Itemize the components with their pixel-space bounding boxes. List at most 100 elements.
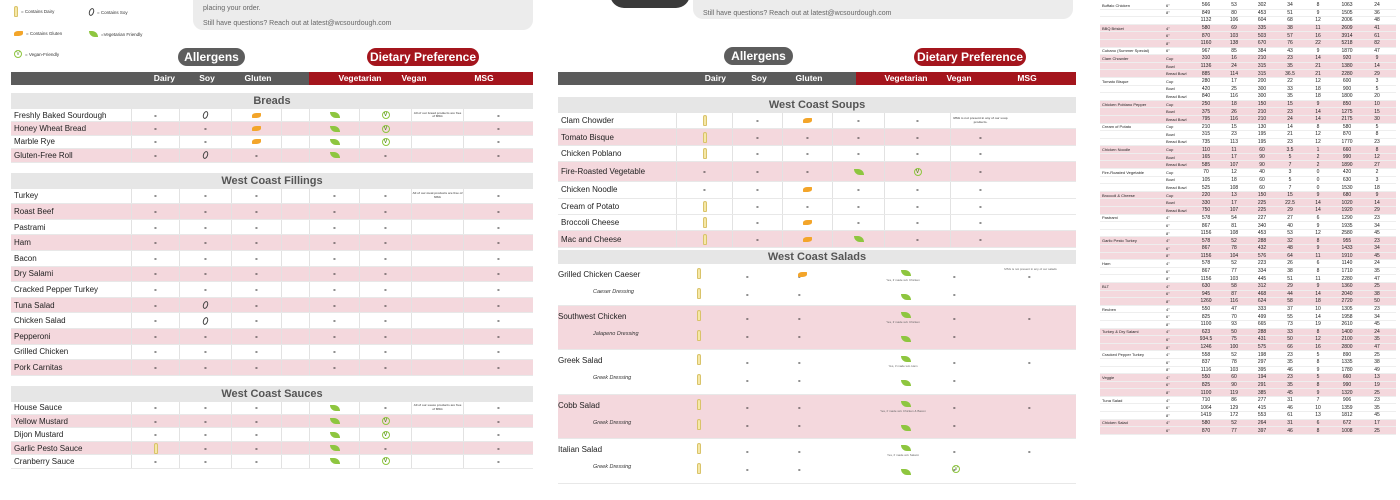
serving: 8" bbox=[1166, 390, 1170, 396]
cell bbox=[782, 231, 832, 247]
serving: 6" bbox=[1166, 336, 1170, 342]
dash: - bbox=[979, 185, 982, 195]
nutrition-value: 66 bbox=[1287, 344, 1293, 351]
nutrition-value: 81 bbox=[1231, 222, 1237, 229]
dash: - bbox=[953, 420, 956, 430]
nutrition-value: 225 bbox=[1257, 207, 1267, 214]
serving: 8" bbox=[1166, 298, 1170, 304]
nutrition-value: 0 bbox=[1316, 184, 1320, 191]
dash: - bbox=[255, 347, 258, 357]
nutrition-value: 885 bbox=[1201, 70, 1211, 77]
nutrition-value: 750 bbox=[1201, 207, 1211, 214]
nutrition-value: 906 bbox=[1342, 397, 1352, 404]
dash: - bbox=[255, 456, 258, 466]
nutrition-row: Cubano (Summer Special) 6" 967 85 384 43 9 1870… bbox=[1100, 48, 1396, 56]
nutrition-value: 45 bbox=[1374, 321, 1380, 328]
table-row: Mac and Cheese - - - bbox=[558, 231, 1076, 248]
dash: - bbox=[756, 148, 759, 158]
nutrition-value: 210 bbox=[1257, 55, 1267, 62]
nutrition-value: 23 bbox=[1374, 214, 1380, 221]
cell: - bbox=[231, 313, 281, 328]
nutrition-value: 108 bbox=[1229, 184, 1239, 191]
dash: - bbox=[953, 289, 956, 299]
dash: - bbox=[154, 430, 157, 440]
nutrition-value: 10 bbox=[1315, 404, 1321, 411]
dash: - bbox=[154, 110, 157, 120]
cell: - bbox=[832, 129, 884, 145]
nutrition-value: 17 bbox=[1374, 419, 1380, 426]
cell: - bbox=[676, 182, 732, 198]
dash: - bbox=[255, 269, 258, 279]
nutrition-value: 5 bbox=[1375, 123, 1379, 130]
nutrition-item: Ham bbox=[1102, 260, 1111, 266]
dash: - bbox=[384, 300, 387, 310]
allergens-pill: Allergens bbox=[178, 48, 245, 66]
table-row: Turkey - - - - - All of our meat products are … bbox=[11, 188, 533, 205]
nutrition-value: 37 bbox=[1287, 306, 1293, 313]
nutrition-value: 34 bbox=[1287, 2, 1293, 9]
cell: - bbox=[359, 328, 411, 344]
cell bbox=[411, 297, 463, 313]
nutrition-value: 5 bbox=[1375, 85, 1379, 92]
nutrition-value: 990 bbox=[1342, 381, 1352, 388]
dash: - bbox=[154, 284, 157, 294]
nutrition-value: 630 bbox=[1201, 283, 1211, 290]
nutrition-value: 9 bbox=[1316, 192, 1320, 199]
nutrition-value: 5 bbox=[1288, 176, 1292, 183]
cell: V bbox=[359, 122, 411, 135]
cell: - bbox=[179, 328, 231, 344]
nutrition-value: 8 bbox=[1375, 146, 1379, 153]
table-row: Broccoli Cheese - - - - bbox=[558, 214, 1076, 232]
leaf-icon bbox=[329, 431, 340, 438]
table-row: Gluten-Free Roll - - - - bbox=[11, 149, 533, 163]
cell: - bbox=[463, 328, 533, 344]
item-name: Southwest Chicken bbox=[558, 311, 627, 321]
nutrition-value: 78 bbox=[1231, 245, 1237, 252]
dash: - bbox=[1028, 358, 1031, 368]
nutrition-value: 453 bbox=[1257, 9, 1267, 16]
nutrition-value: 600 bbox=[1342, 78, 1352, 85]
nutrition-value: 660 bbox=[1342, 374, 1352, 381]
soybean-icon bbox=[201, 110, 210, 120]
soybean-icon bbox=[201, 300, 210, 310]
nutrition-value: 80 bbox=[1231, 9, 1237, 16]
cell: - bbox=[131, 282, 179, 297]
nutrition-value: 1100 bbox=[1200, 321, 1212, 328]
cell: - bbox=[231, 235, 281, 250]
cell: - bbox=[359, 149, 411, 162]
nutrition-value: 60 bbox=[1259, 176, 1265, 183]
nutrition-value: 12 bbox=[1315, 17, 1321, 24]
dash: - bbox=[255, 253, 258, 263]
nutrition-value: 1156 bbox=[1200, 230, 1212, 237]
nutrition-value: 1063 bbox=[1341, 2, 1353, 9]
dash: - bbox=[255, 416, 258, 426]
dash: - bbox=[703, 167, 706, 177]
nutrition-value: 114 bbox=[1230, 70, 1238, 77]
nutrition-row: Bread Bowl 585 107 90 7 2 1890 27 bbox=[1100, 161, 1396, 170]
nutrition-value: 735 bbox=[1201, 138, 1211, 145]
dash: - bbox=[384, 150, 387, 160]
nutrition-value: 60 bbox=[1259, 184, 1265, 191]
nutrition-value: 837 bbox=[1201, 359, 1211, 366]
nutrition-value: 195 bbox=[1257, 131, 1267, 138]
nutrition-value: 578 bbox=[1201, 237, 1211, 244]
cell bbox=[411, 415, 463, 428]
dressing-name: Jalapeno Dressing bbox=[593, 330, 639, 337]
nutrition-value: 8 bbox=[1316, 328, 1320, 335]
dash: - bbox=[953, 447, 956, 457]
dairy-bottle-icon bbox=[697, 287, 701, 299]
nutrition-value: 9 bbox=[1375, 55, 1379, 62]
cell: - bbox=[463, 441, 533, 455]
nutrition-value: 1530 bbox=[1341, 184, 1353, 191]
nutrition-item: Chicken Salad bbox=[1102, 420, 1128, 426]
nutrition-value: 525 bbox=[1201, 184, 1211, 191]
serving: Bread Bowl bbox=[1166, 71, 1187, 77]
wheat-icon bbox=[252, 112, 261, 118]
nutrition-value: 990 bbox=[1342, 154, 1352, 161]
nutrition-value: 45 bbox=[1374, 412, 1380, 419]
nutrition-value: 23 bbox=[1287, 138, 1293, 145]
vegetarian-note: Yes, if made w/o Salami bbox=[887, 453, 919, 458]
nutrition-value: 1320 bbox=[1341, 389, 1353, 396]
vegan-v-icon: V bbox=[381, 417, 390, 426]
nutrition-value: 22 bbox=[1315, 40, 1321, 47]
